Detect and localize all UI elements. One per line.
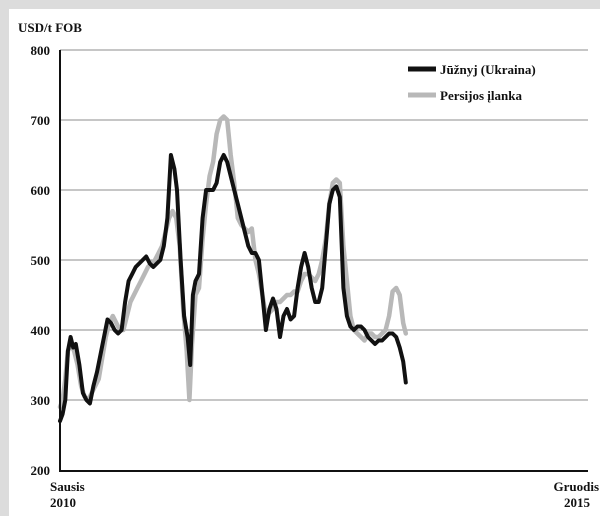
y-tick-label-300: 300 xyxy=(31,393,51,408)
y-tick-label-800: 800 xyxy=(31,43,51,58)
y-axis-tick-labels: 200 300 400 500 600 700 800 xyxy=(31,43,51,478)
x-end-month-label: Gruodis xyxy=(553,479,599,494)
y-tick-label-600: 600 xyxy=(31,183,51,198)
x-start-month-label: Sausis xyxy=(50,479,85,494)
legend: Jūžnyj (Ukraina) Persijos įlanka xyxy=(408,62,536,103)
plot-background xyxy=(9,9,600,516)
y-tick-label-200: 200 xyxy=(31,463,51,478)
x-start-year-label: 2010 xyxy=(50,495,76,510)
series-lines xyxy=(57,114,409,423)
y-tick-label-700: 700 xyxy=(31,113,51,128)
x-end-year-label: 2015 xyxy=(564,495,591,510)
series-line-persijos xyxy=(57,114,409,410)
legend-label-juznyj: Jūžnyj (Ukraina) xyxy=(440,62,536,77)
legend-label-persijos: Persijos įlanka xyxy=(440,88,522,103)
y-tick-label-400: 400 xyxy=(31,323,51,338)
series-line-juznyj xyxy=(58,153,408,423)
y-tick-label-500: 500 xyxy=(31,253,51,268)
y-axis-unit-label: USD/t FOB xyxy=(18,20,82,35)
